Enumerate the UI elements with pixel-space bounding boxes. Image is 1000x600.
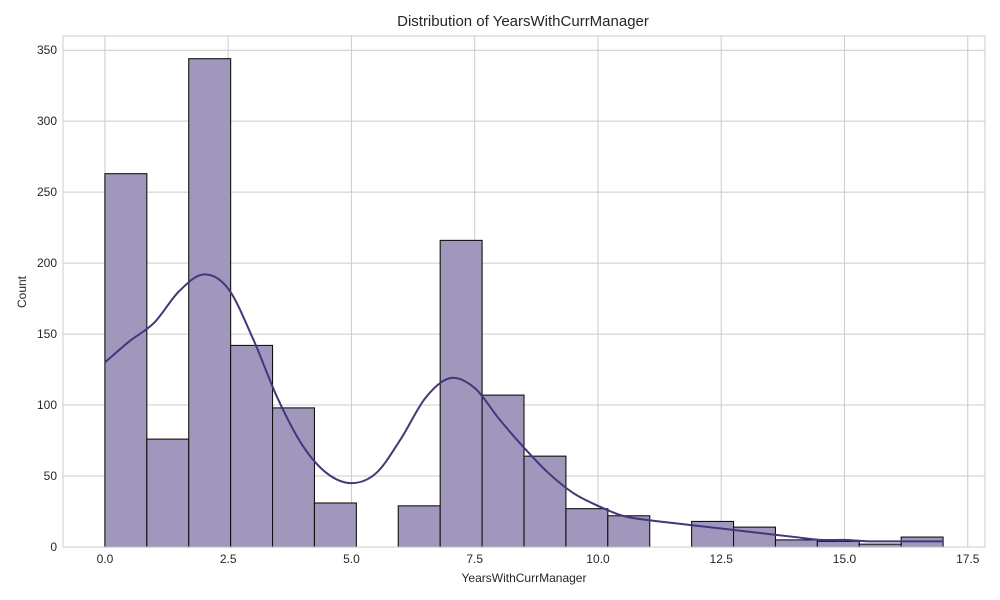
y-tick-label: 350 [37, 43, 57, 57]
histogram-bar [188, 58, 232, 548]
y-tick-label: 200 [37, 256, 57, 270]
x-tick-label: 2.5 [220, 552, 237, 566]
histogram-bar [104, 173, 148, 548]
x-axis-ticks: 0.0 2.5 5.0 7.5 10.0 12.5 15.0 17.5 [97, 552, 980, 566]
x-tick-label: 10.0 [586, 552, 610, 566]
kde-curve [104, 273, 944, 543]
x-tick-label: 5.0 [343, 552, 360, 566]
y-axis-ticks: 0 50 100 150 200 250 300 350 [37, 43, 57, 554]
histogram-bar [481, 394, 525, 548]
histogram-bar [313, 502, 357, 548]
y-tick-label: 150 [37, 327, 57, 341]
x-tick-label: 15.0 [833, 552, 857, 566]
histogram-bar [774, 539, 818, 548]
x-tick-label: 7.5 [466, 552, 483, 566]
plot-frame [62, 35, 986, 548]
histogram-bar [565, 508, 609, 548]
y-tick-label: 100 [37, 398, 57, 412]
histogram-bar [397, 505, 441, 548]
x-tick-label: 0.0 [97, 552, 114, 566]
x-tick-label: 12.5 [710, 552, 734, 566]
histogram-bar [146, 438, 190, 548]
y-tick-label: 250 [37, 185, 57, 199]
x-axis-label: YearsWithCurrManager [462, 571, 587, 585]
y-axis-label: Count [15, 275, 29, 308]
histogram-bar [439, 239, 483, 548]
y-tick-label: 300 [37, 114, 57, 128]
y-tick-label: 0 [50, 540, 57, 554]
histogram-bar [230, 344, 274, 548]
y-tick-label: 50 [44, 469, 58, 483]
histogram-bars [104, 58, 944, 548]
chart-title: Distribution of YearsWithCurrManager [397, 13, 649, 30]
histogram-bar [816, 540, 860, 548]
x-tick-label: 17.5 [956, 552, 980, 566]
